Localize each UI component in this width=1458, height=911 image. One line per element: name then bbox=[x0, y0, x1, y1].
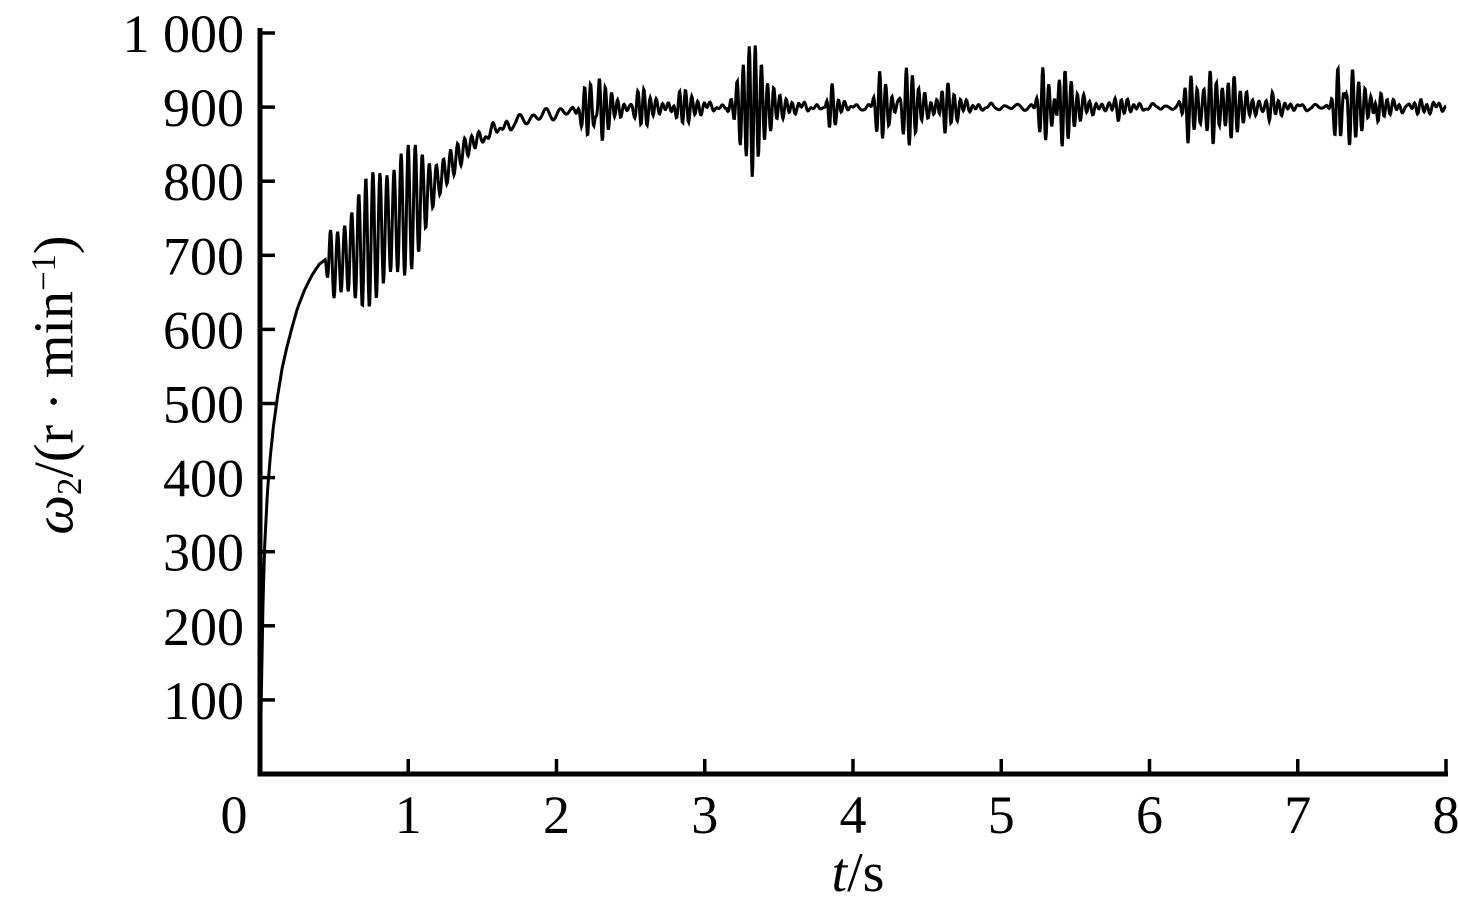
y-axis-title: ω2/(r · min−1) bbox=[23, 235, 89, 535]
x-tick-label: 3 bbox=[691, 785, 718, 845]
y-tick-label: 800 bbox=[163, 152, 244, 212]
y-axis-symbol: ω bbox=[23, 495, 86, 535]
y-tick-label: 900 bbox=[163, 78, 244, 138]
y-tick-label: 700 bbox=[163, 226, 244, 286]
x-axis-title: t/s bbox=[832, 845, 885, 901]
y-tick-label: 400 bbox=[163, 449, 244, 509]
x-tick-label: 0 bbox=[221, 785, 248, 845]
y-tick-label: 600 bbox=[163, 300, 244, 360]
y-axis-exponent: −1 bbox=[23, 254, 63, 292]
x-tick-label: 5 bbox=[988, 785, 1015, 845]
x-axis-separator: / bbox=[847, 842, 863, 904]
x-tick-label: 7 bbox=[1284, 785, 1311, 845]
y-axis-unit-suffix: ) bbox=[23, 235, 86, 255]
y-axis-unit-prefix: /(r · min bbox=[23, 291, 86, 478]
x-tick-label: 4 bbox=[840, 785, 867, 845]
y-tick-label: 100 bbox=[163, 671, 244, 731]
y-tick-label: 300 bbox=[163, 523, 244, 583]
x-tick-label: 2 bbox=[543, 785, 570, 845]
x-axis-variable: t bbox=[831, 842, 848, 904]
x-tick-label: 8 bbox=[1433, 785, 1458, 845]
y-axis-subscript: 2 bbox=[49, 477, 89, 496]
y-tick-label: 1 000 bbox=[123, 4, 245, 64]
x-axis-unit: s bbox=[862, 842, 885, 904]
speed-curve bbox=[258, 45, 1447, 775]
y-tick-label: 200 bbox=[163, 597, 244, 657]
y-tick-label: 500 bbox=[163, 375, 244, 435]
x-tick-label: 6 bbox=[1136, 785, 1163, 845]
x-tick-label: 1 bbox=[395, 785, 422, 845]
